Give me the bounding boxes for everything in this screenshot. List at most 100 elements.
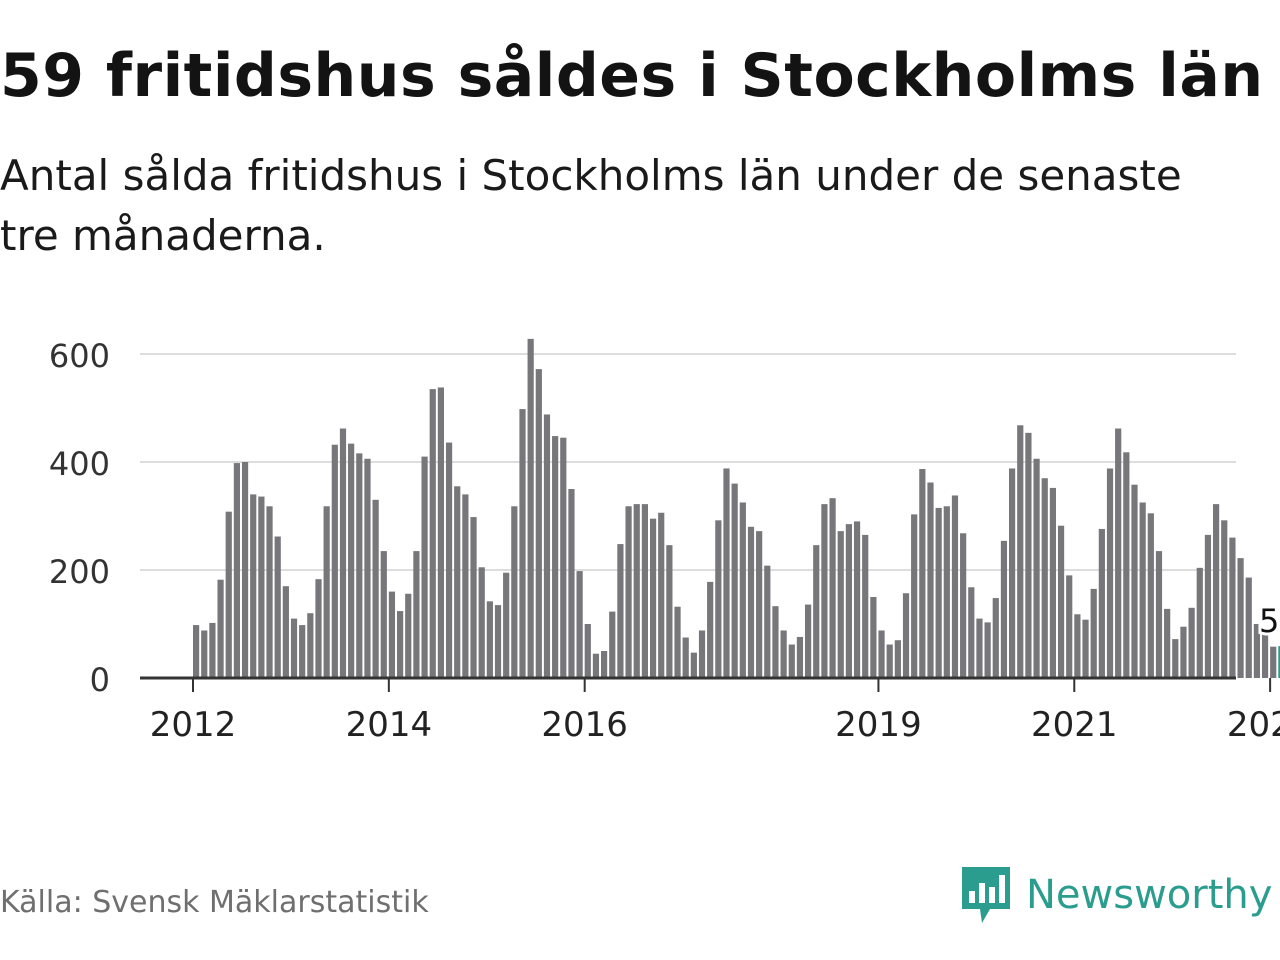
bar bbox=[805, 604, 812, 678]
bar bbox=[519, 409, 526, 678]
bar bbox=[772, 606, 779, 678]
bar bbox=[960, 533, 967, 678]
bar bbox=[241, 462, 249, 678]
bar bbox=[1196, 567, 1203, 678]
bar bbox=[380, 551, 387, 678]
bar bbox=[560, 437, 567, 678]
bar bbox=[1155, 551, 1163, 678]
bar bbox=[527, 338, 534, 678]
bar bbox=[731, 483, 738, 678]
bar bbox=[886, 644, 893, 678]
bar bbox=[364, 458, 371, 678]
bar bbox=[943, 506, 950, 678]
bar bbox=[739, 502, 746, 678]
bar bbox=[503, 572, 510, 678]
bar bbox=[1123, 452, 1130, 678]
bar bbox=[984, 622, 991, 678]
bar bbox=[845, 524, 852, 678]
bar bbox=[315, 579, 322, 678]
source-note: Källa: Svensk Mäklarstatistik bbox=[0, 885, 429, 920]
bar bbox=[1131, 484, 1138, 678]
bar bbox=[307, 613, 314, 678]
bar bbox=[894, 640, 901, 678]
bar bbox=[445, 442, 453, 678]
bar bbox=[674, 606, 681, 678]
bar bbox=[853, 521, 861, 678]
bar bbox=[584, 624, 591, 678]
data-labels: 59 bbox=[1256, 599, 1280, 643]
bar bbox=[397, 611, 404, 678]
bar bbox=[437, 387, 444, 678]
bar bbox=[715, 520, 722, 678]
bar bbox=[478, 567, 485, 678]
brand-name: Newsworthy bbox=[1026, 872, 1273, 918]
bar bbox=[601, 651, 608, 678]
bar bbox=[780, 630, 787, 678]
bar bbox=[209, 622, 216, 678]
bar bbox=[690, 652, 697, 678]
bar bbox=[1245, 577, 1252, 678]
bar bbox=[1180, 626, 1187, 678]
bar bbox=[649, 518, 657, 678]
bar bbox=[1082, 619, 1089, 678]
bar bbox=[193, 625, 200, 678]
bar bbox=[543, 414, 551, 678]
bar bbox=[258, 496, 265, 678]
bar bbox=[870, 597, 877, 678]
bar bbox=[1074, 614, 1081, 678]
bar bbox=[331, 444, 338, 678]
bar bbox=[902, 593, 910, 678]
bar bbox=[1049, 487, 1056, 678]
bar bbox=[421, 456, 428, 678]
brand-logo[interactable]: Newsworthy bbox=[960, 862, 1272, 928]
bar bbox=[568, 489, 575, 678]
bar bbox=[1098, 528, 1105, 678]
bar bbox=[486, 601, 493, 678]
bar bbox=[1009, 468, 1016, 678]
bar bbox=[911, 514, 918, 678]
bar bbox=[1025, 432, 1032, 678]
bar bbox=[1204, 534, 1212, 678]
bar bbox=[919, 469, 926, 678]
bar bbox=[935, 507, 942, 678]
bar bbox=[1147, 513, 1154, 678]
bar bbox=[1237, 558, 1244, 678]
bar bbox=[1188, 607, 1195, 678]
grid-lines bbox=[140, 353, 1236, 571]
newsworthy-logo-icon bbox=[962, 867, 1010, 923]
bar bbox=[633, 504, 640, 678]
bar bbox=[821, 504, 828, 678]
bar bbox=[968, 587, 975, 678]
bar bbox=[1106, 468, 1114, 678]
bar bbox=[617, 544, 624, 678]
bar bbox=[372, 499, 379, 678]
bar bbox=[462, 494, 469, 678]
bar bbox=[1017, 425, 1024, 678]
bar bbox=[1090, 588, 1097, 678]
bar bbox=[813, 545, 820, 678]
bar bbox=[1041, 478, 1048, 678]
bar bbox=[1172, 639, 1179, 678]
bar bbox=[323, 506, 330, 678]
bar bbox=[1000, 540, 1008, 678]
x-tick-label: 2016 bbox=[541, 705, 628, 745]
bar bbox=[339, 428, 347, 678]
x-tick-label: 2014 bbox=[346, 705, 433, 745]
y-tick-label: 200 bbox=[49, 553, 110, 591]
bar bbox=[1139, 502, 1146, 678]
bar bbox=[1221, 520, 1228, 678]
bar bbox=[250, 494, 257, 678]
bar bbox=[788, 644, 795, 678]
chart-title: 59 fritidshus såldes i Stockholms län bbox=[0, 41, 1264, 111]
bar bbox=[625, 506, 632, 678]
bar bbox=[1057, 525, 1065, 678]
bar bbox=[405, 593, 412, 678]
x-axis-ticks: 2012 2014 2016 2019 2021 2023 bbox=[150, 678, 1280, 745]
bar bbox=[201, 630, 208, 678]
bar bbox=[1229, 537, 1236, 678]
chart-subtitle: Antal sålda fritidshus i Stockholms län … bbox=[0, 151, 1182, 260]
bar bbox=[274, 536, 281, 678]
bar bbox=[723, 468, 730, 678]
bar bbox=[1033, 458, 1040, 678]
bar bbox=[592, 653, 600, 678]
